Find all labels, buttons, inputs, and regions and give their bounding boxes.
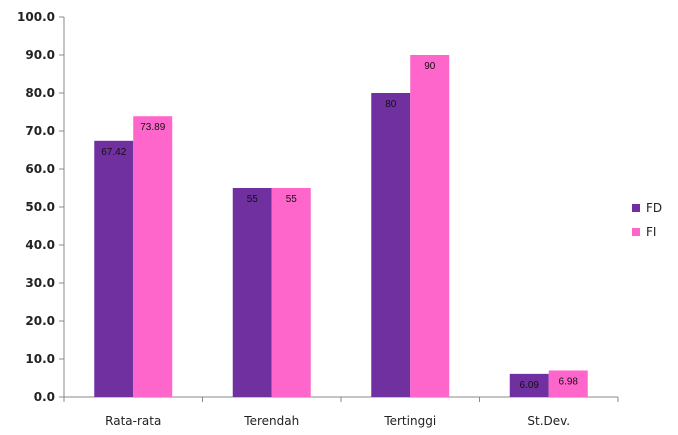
y-tick-label: 10.0 — [25, 352, 55, 366]
bar-fd-tertinggi — [371, 93, 411, 397]
y-tick-label: 70.0 — [25, 124, 55, 138]
bar-fi-tertinggi — [410, 55, 450, 397]
data-label: 55 — [286, 194, 298, 205]
bar-fi-terendah — [271, 188, 311, 397]
x-category-label: St.Dev. — [527, 414, 570, 428]
legend: FD FI — [632, 201, 662, 239]
legend-label-fi: FI — [646, 225, 656, 239]
y-tick-label: 30.0 — [25, 276, 55, 290]
x-axis-ticks: Rata-rata Terendah Tertinggi St.Dev. — [63, 397, 619, 428]
data-label: 6.98 — [559, 376, 579, 387]
y-tick-label: 50.0 — [25, 200, 55, 214]
y-tick-label: 0.0 — [34, 390, 55, 404]
bar-fi-st-dev — [548, 370, 588, 397]
bar-fd-rata-rata — [94, 140, 134, 397]
bar-fi-rata-rata — [133, 116, 173, 397]
data-label: 6.09 — [520, 380, 540, 391]
y-tick-label: 90.0 — [25, 48, 55, 62]
x-category-label: Rata-rata — [105, 414, 161, 428]
bar-fd-st-dev — [509, 373, 549, 397]
data-label: 67.42 — [101, 147, 126, 158]
x-category-label: Terendah — [243, 414, 299, 428]
data-label: 90 — [424, 61, 436, 72]
x-category-label: Tertinggi — [383, 414, 436, 428]
y-tick-label: 40.0 — [25, 238, 55, 252]
legend-swatch-fd — [632, 204, 640, 212]
data-label: 73.89 — [140, 122, 165, 133]
bars — [94, 55, 588, 397]
y-tick-label: 80.0 — [25, 86, 55, 100]
data-label: 55 — [247, 194, 259, 205]
legend-swatch-fi — [632, 228, 640, 236]
data-label: 80 — [385, 99, 397, 110]
data-labels: 67.42 55 80 6.09 73.89 55 90 6.98 — [101, 61, 578, 391]
y-tick-label: 60.0 — [25, 162, 55, 176]
y-tick-label: 100.0 — [17, 10, 55, 24]
legend-label-fd: FD — [646, 201, 662, 215]
y-tick-label: 20.0 — [25, 314, 55, 328]
y-axis-ticks: 0.0 10.0 20.0 30.0 40.0 50.0 60.0 70.0 80.0 90.0 1… — [17, 10, 64, 404]
bar-fd-terendah — [232, 188, 272, 397]
